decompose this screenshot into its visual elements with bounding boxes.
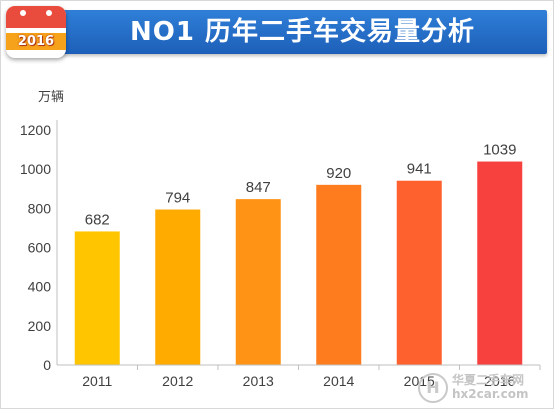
x-tick-label: 2016 xyxy=(484,373,515,389)
bar xyxy=(155,209,201,365)
bar xyxy=(396,180,442,365)
y-tick-label: 1000 xyxy=(20,161,51,177)
calendar-badge-icon: 2016 xyxy=(6,6,66,58)
watermark-domain: hx2car.com xyxy=(452,387,529,401)
bar-value-label: 920 xyxy=(326,165,351,182)
y-tick-label: 400 xyxy=(28,279,52,295)
bar-value-label: 941 xyxy=(407,161,432,178)
bar xyxy=(74,231,120,365)
bar-value-label: 847 xyxy=(246,179,271,196)
bar-value-label: 794 xyxy=(165,190,190,207)
x-tick-label: 2013 xyxy=(243,373,274,389)
y-tick-label: 600 xyxy=(28,240,52,256)
calendar-ring-left xyxy=(20,10,26,16)
x-tick-label: 2014 xyxy=(323,373,354,389)
bar xyxy=(316,184,362,365)
calendar-stripe xyxy=(6,33,66,50)
site-watermark: H 华夏二手车网 hx2car.com xyxy=(418,371,546,405)
y-tick-label: 1200 xyxy=(20,122,51,138)
bar xyxy=(477,161,523,365)
watermark-name: 华夏二手车网 xyxy=(452,373,525,387)
x-tick-label: 2012 xyxy=(162,373,193,389)
y-axis-unit-label: 万辆 xyxy=(38,89,64,104)
y-tick-label: 200 xyxy=(28,318,52,334)
bar-value-label: 1039 xyxy=(483,142,516,159)
calendar-year: 2016 xyxy=(17,34,55,49)
x-tick-label: 2011 xyxy=(82,373,112,389)
bar-value-label: 682 xyxy=(85,211,110,228)
watermark-logo-icon: H xyxy=(418,373,448,403)
y-tick-label: 0 xyxy=(43,357,51,373)
page-title: NO1 历年二手车交易量分析 xyxy=(129,17,475,47)
calendar-ring-right xyxy=(46,10,52,16)
bar xyxy=(235,199,281,365)
y-tick-label: 800 xyxy=(28,200,52,216)
title-banner: NO1 历年二手车交易量分析 xyxy=(58,10,547,54)
